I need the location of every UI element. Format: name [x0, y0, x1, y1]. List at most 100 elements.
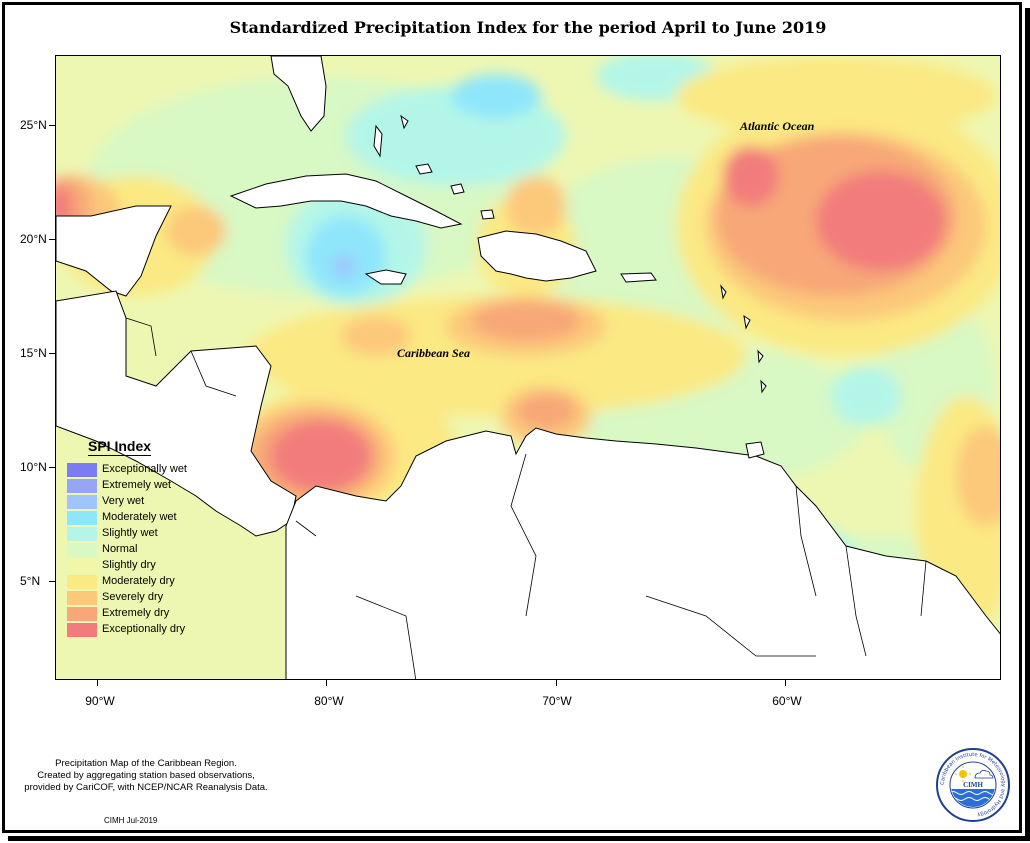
logo-waves — [951, 791, 995, 795]
coastlines — [56, 56, 1000, 679]
yucatan — [56, 205, 172, 297]
border-honduras — [190, 350, 237, 397]
legend-item: Extremely dry — [62, 606, 202, 622]
legend-item: Exceptionally dry — [62, 622, 202, 638]
caribbean-sea-label: Caribbean Sea — [397, 346, 471, 360]
zone-wet-east-pocket — [831, 366, 901, 426]
hispaniola — [477, 230, 597, 282]
atlantic-ocean-label: Atlantic Ocean — [740, 119, 815, 133]
legend-item: Moderately wet — [62, 510, 202, 526]
cimh-logo: Caribbean Institute for Meteorology and … — [935, 747, 1011, 823]
footer-line-2: Created by aggregating station based obs… — [37, 770, 255, 781]
legend-swatch — [67, 479, 97, 493]
zone-excdry-atlantic-east — [816, 171, 946, 271]
logo-sun-rays-icon — [955, 766, 971, 782]
bahamas-4 — [480, 209, 495, 220]
legend-swatch — [67, 607, 97, 621]
cimh-logo-graphic: Caribbean Institute for Meteorology and … — [936, 748, 1010, 822]
legend-label: Severely dry — [102, 591, 164, 603]
legend-swatch — [67, 495, 97, 509]
lesser-antilles-3 — [757, 349, 764, 364]
legend-label: Slightly wet — [102, 527, 158, 539]
borders — [125, 317, 927, 679]
legend-label: Exceptionally dry — [102, 623, 186, 635]
legend-label: Slightly dry — [102, 559, 156, 571]
border-ecuador — [355, 595, 417, 679]
legend-label: Exceptionally wet — [102, 463, 187, 475]
lat-tick — [49, 239, 55, 240]
lon-label-80w: 80°W — [314, 694, 344, 708]
legend-item: Normal — [62, 542, 202, 558]
south-america — [285, 427, 1000, 679]
legend-item: Severely dry — [62, 590, 202, 606]
lesser-antilles-4 — [760, 379, 767, 394]
logo-water — [951, 789, 995, 807]
zone-sevdry-yucatan — [166, 206, 226, 256]
legend-swatch — [67, 511, 97, 525]
border-colombia-venezuela — [510, 453, 537, 617]
zone-modwet-bahamas — [451, 74, 541, 118]
zone-excdry-nicaragua — [271, 421, 371, 491]
spi-map — [55, 55, 1001, 680]
legend-swatch — [67, 527, 97, 541]
lon-label-90w: 90°W — [85, 694, 115, 708]
zone-sevdry-jamaica-south — [341, 316, 411, 356]
lat-tick — [49, 581, 55, 582]
border-venezuela-guyana — [795, 485, 817, 597]
logo-text: CIMH — [963, 781, 983, 789]
spi-map-canvas — [56, 56, 1000, 679]
legend-item: Extremely wet — [62, 478, 202, 494]
bahamas-5 — [400, 114, 409, 130]
frame-shadow-right — [1025, 8, 1030, 840]
cuba — [229, 173, 463, 229]
lesser-antilles-1 — [720, 284, 727, 300]
footer-line-1: Precipitation Map of the Caribbean Regio… — [55, 758, 237, 769]
florida — [270, 56, 327, 132]
border-brazil — [645, 595, 816, 657]
bahamas-2 — [415, 163, 433, 175]
border-guyana-suriname — [845, 545, 867, 657]
legend-swatch — [67, 591, 97, 605]
footer-note: Precipitation Map of the Caribbean Regio… — [6, 758, 286, 794]
lat-tick — [49, 467, 55, 468]
lat-label-5n: 5°N — [20, 574, 41, 588]
lat-label-25n: 25°N — [20, 118, 47, 132]
zone-excdry-atlantic-west — [723, 146, 779, 206]
zone-extdry-central — [471, 301, 581, 341]
lesser-antilles-2 — [743, 314, 751, 330]
bahamas-1 — [373, 124, 383, 158]
logo-sun-icon — [959, 770, 967, 778]
logo-waves-2 — [951, 797, 995, 801]
zone-sevdry-far-east — [956, 426, 1000, 526]
border-suriname-guiana — [920, 560, 927, 617]
bahamas-3 — [450, 183, 465, 195]
lon-tick — [326, 680, 327, 686]
logo-cloud-icon — [974, 769, 994, 779]
puerto-rico — [620, 272, 657, 283]
legend-label: Moderately wet — [102, 511, 177, 523]
credit-text: CIMH Jul-2019 — [104, 816, 158, 825]
zone-extdry-guajira — [516, 393, 576, 429]
spi-legend: SPI Index Exceptionally wet Extremely we… — [62, 436, 202, 641]
map-title: Standardized Precipitation Index for the… — [229, 18, 827, 37]
zone-verywet-cuba — [332, 254, 356, 278]
legend-item: Exceptionally wet — [62, 462, 202, 478]
figure-frame — [2, 2, 1022, 833]
lon-label-70w: 70°W — [542, 694, 572, 708]
legend-swatch — [67, 463, 97, 477]
legend-swatch — [67, 623, 97, 637]
lat-tick — [49, 125, 55, 126]
legend-title: SPI Index — [88, 438, 152, 456]
legend-label: Extremely wet — [102, 479, 172, 491]
footer-line-3: provided by CariCOF, with NCEP/NCAR Rean… — [24, 782, 268, 793]
border-guatemala — [125, 317, 157, 357]
lat-label-15n: 15°N — [20, 346, 47, 360]
legend-label: Extremely dry — [102, 607, 170, 619]
lon-tick — [556, 680, 557, 686]
legend-label: Moderately dry — [102, 575, 175, 587]
legend-label: Very wet — [102, 495, 145, 507]
lat-label-20n: 20°N — [20, 232, 47, 246]
lon-tick — [97, 680, 98, 686]
legend-swatch — [67, 559, 97, 573]
legend-label: Normal — [102, 543, 138, 555]
